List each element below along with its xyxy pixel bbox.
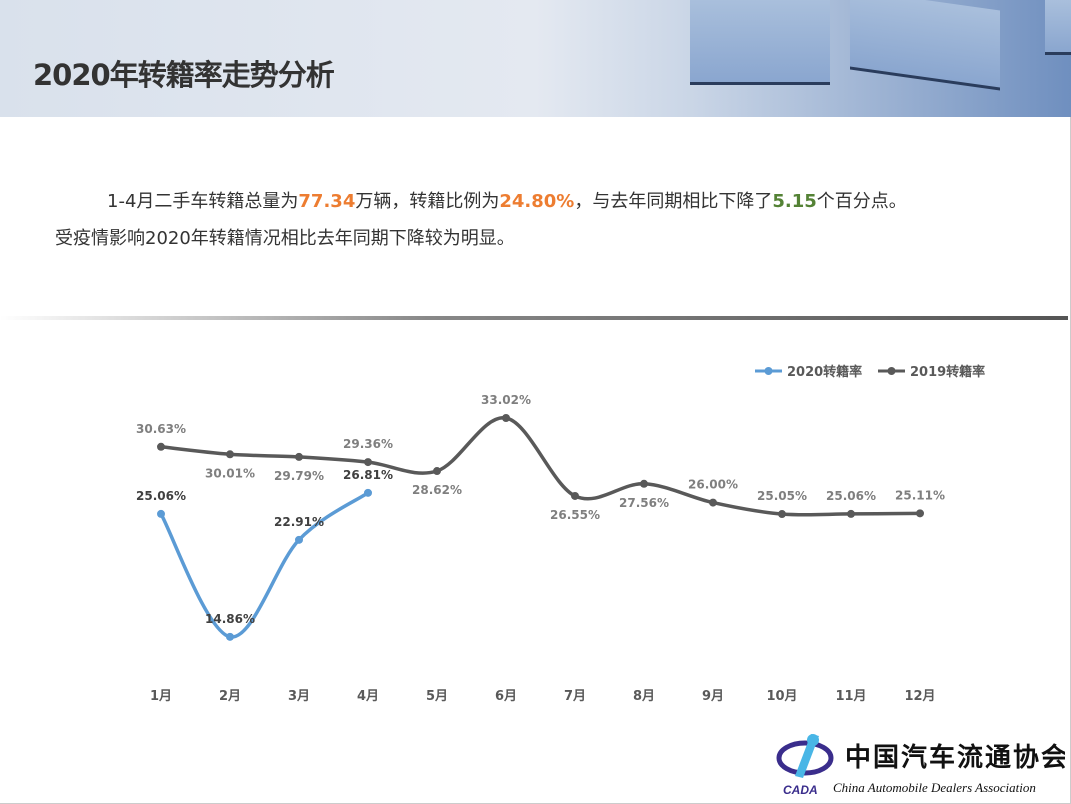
- svg-text:China Automobile Dealers Assoc: China Automobile Dealers Association: [833, 780, 1036, 795]
- data-label: 25.11%: [895, 488, 945, 502]
- text: 万辆，转籍比例为: [355, 191, 500, 212]
- decline-points: 5.15: [772, 191, 817, 212]
- divider: [0, 316, 1068, 320]
- x-tick-label: 1月: [150, 689, 172, 704]
- data-point: [226, 450, 234, 459]
- summary-paragraph: 1-4月二手车转籍总量为77.34万辆，转籍比例为24.80%，与去年同期相比下…: [55, 183, 1035, 257]
- data-label: 25.05%: [757, 489, 807, 503]
- cube-decoration: [690, 0, 830, 85]
- cube-decoration: [1045, 0, 1071, 55]
- text: 个百分点。: [816, 191, 907, 212]
- data-point: [295, 452, 303, 461]
- data-label: 30.63%: [136, 422, 186, 436]
- data-point: [364, 458, 372, 467]
- page-title: 2020年转籍率走势分析: [33, 58, 335, 92]
- data-point: [364, 488, 372, 497]
- data-point: [502, 414, 510, 422]
- line-chart: 30.63% 30.01% 29.79% 29.36% 28.62% 33.02% 26.5…: [136, 364, 985, 704]
- total-volume: 77.34: [298, 191, 356, 212]
- data-label: 33.02%: [481, 393, 531, 407]
- data-point: [295, 535, 303, 544]
- x-tick-label: 5月: [426, 689, 448, 704]
- data-label: 26.81%: [343, 468, 393, 482]
- cada-logo: CADA 中国汽车流通协会 China Automobile Dealers A…: [776, 734, 1065, 796]
- data-label: 29.79%: [274, 469, 324, 483]
- legend-marker: [764, 367, 773, 375]
- legend-label: 2019转籍率: [910, 364, 985, 380]
- data-label: 28.62%: [412, 483, 462, 497]
- text: 受疫情影响2020年转籍情况相比去年同期下降较为明显。: [55, 228, 515, 249]
- data-label: 26.00%: [688, 478, 738, 492]
- data-point: [226, 632, 234, 641]
- data-point: [157, 509, 165, 518]
- x-tick-label: 10月: [766, 689, 797, 704]
- data-point: [709, 498, 717, 507]
- data-label: 22.91%: [274, 515, 324, 529]
- x-tick-label: 3月: [288, 689, 310, 704]
- data-label: 29.36%: [343, 437, 393, 451]
- x-tick-label: 4月: [357, 689, 379, 704]
- data-label: 14.86%: [205, 612, 255, 626]
- data-point: [847, 509, 855, 518]
- svg-text:CADA: CADA: [783, 783, 818, 796]
- data-label: 26.55%: [550, 508, 600, 522]
- svg-text:中国汽车流通协会: 中国汽车流通协会: [845, 742, 1065, 773]
- x-tick-label: 9月: [702, 689, 724, 704]
- x-tick-label: 2月: [219, 689, 241, 704]
- data-point: [778, 510, 786, 519]
- transfer-ratio: 24.80%: [499, 191, 575, 212]
- data-label: 25.06%: [826, 489, 876, 503]
- data-point: [571, 491, 579, 500]
- data-label: 30.01%: [205, 466, 255, 480]
- header-banner: 2020年转籍率走势分析: [0, 0, 1071, 117]
- data-point: [916, 509, 924, 518]
- x-tick-label: 11月: [835, 689, 866, 704]
- cube-decoration: [850, 0, 1000, 91]
- data-point: [433, 467, 441, 476]
- x-tick-label: 6月: [495, 689, 517, 704]
- legend-marker: [887, 367, 896, 375]
- data-label: 27.56%: [619, 496, 669, 510]
- series-line-2020: [159, 491, 369, 639]
- text: ，与去年同期相比下降了: [574, 191, 773, 212]
- x-tick-label: 12月: [904, 689, 935, 704]
- x-tick-label: 7月: [564, 689, 586, 704]
- legend-label: 2020转籍率: [787, 364, 862, 380]
- data-point: [640, 479, 648, 488]
- data-label: 25.06%: [136, 489, 186, 503]
- text: 1-4月二手车转籍总量为: [107, 191, 299, 212]
- x-tick-label: 8月: [633, 689, 655, 704]
- data-point: [157, 442, 165, 451]
